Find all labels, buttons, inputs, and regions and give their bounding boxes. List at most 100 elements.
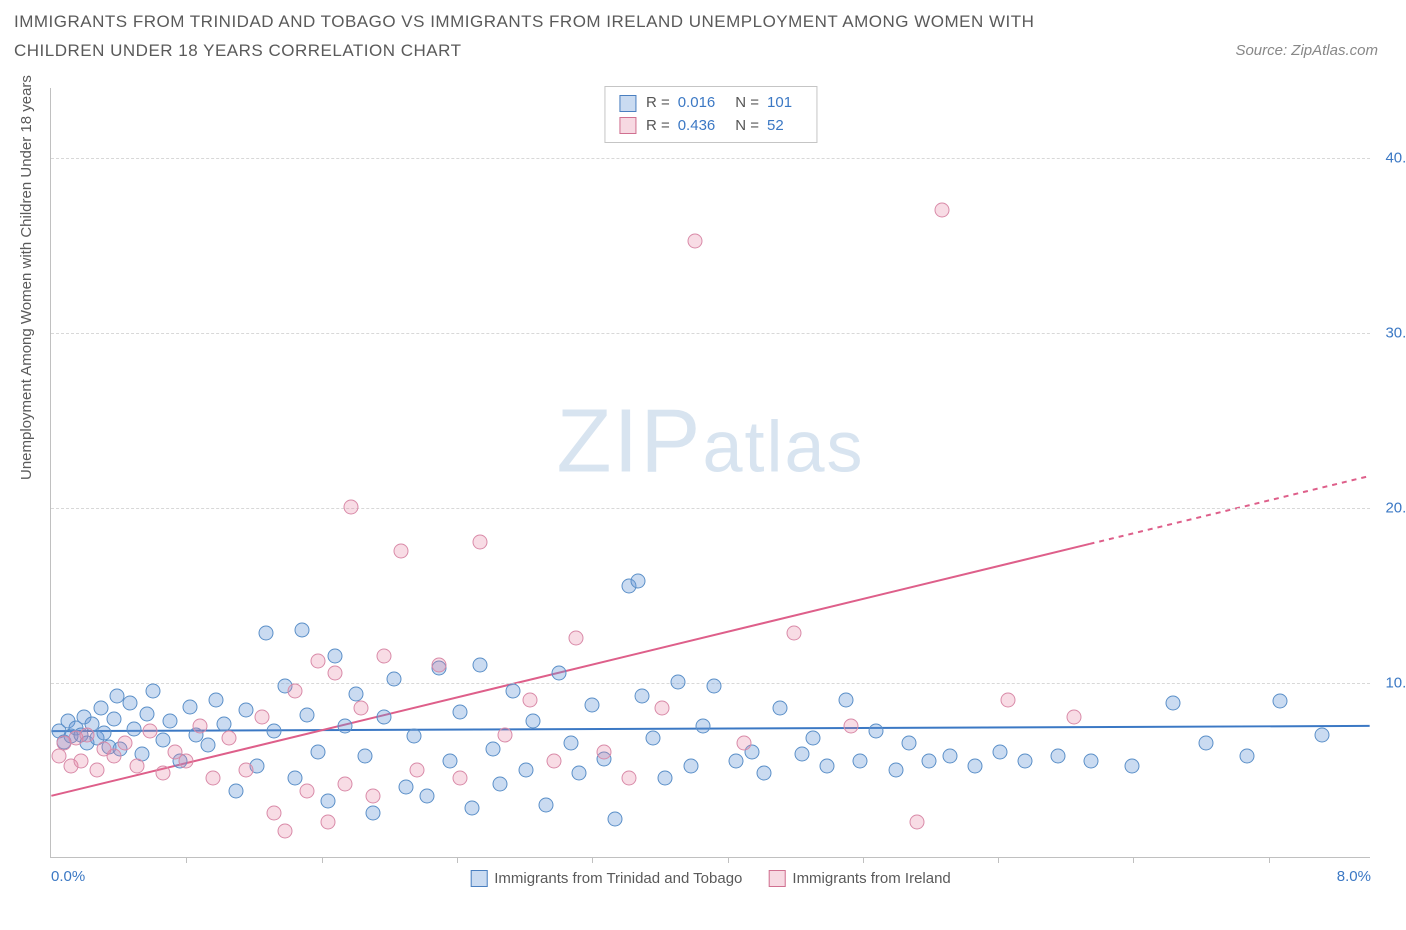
data-point bbox=[453, 704, 468, 719]
data-point bbox=[266, 806, 281, 821]
data-point bbox=[410, 762, 425, 777]
data-point bbox=[431, 657, 446, 672]
data-point bbox=[1001, 692, 1016, 707]
data-point bbox=[258, 626, 273, 641]
legend-row-pink: R = 0.436 N = 52 bbox=[619, 115, 802, 138]
data-point bbox=[217, 717, 232, 732]
data-point bbox=[1166, 696, 1181, 711]
data-point bbox=[1067, 710, 1082, 725]
data-point bbox=[695, 718, 710, 733]
data-point bbox=[288, 771, 303, 786]
data-point bbox=[266, 724, 281, 739]
data-point bbox=[278, 823, 293, 838]
r-label: R = bbox=[646, 115, 670, 138]
data-point bbox=[90, 762, 105, 777]
data-point bbox=[1199, 736, 1214, 751]
data-point bbox=[182, 699, 197, 714]
data-point bbox=[547, 753, 562, 768]
legend-row-blue: R = 0.016 N = 101 bbox=[619, 92, 802, 115]
swatch-pink-icon bbox=[768, 870, 785, 887]
data-point bbox=[492, 776, 507, 791]
y-axis-label: Unemployment Among Women with Children U… bbox=[18, 75, 35, 480]
data-point bbox=[497, 727, 512, 742]
data-point bbox=[654, 701, 669, 716]
data-point bbox=[365, 788, 380, 803]
data-point bbox=[192, 718, 207, 733]
swatch-pink-icon bbox=[619, 117, 636, 134]
data-point bbox=[525, 713, 540, 728]
legend-item-blue: Immigrants from Trinidad and Tobago bbox=[470, 870, 742, 887]
data-point bbox=[311, 745, 326, 760]
data-point bbox=[728, 753, 743, 768]
data-point bbox=[552, 666, 567, 681]
data-point bbox=[294, 622, 309, 637]
x-tick bbox=[186, 857, 187, 863]
data-point bbox=[1124, 759, 1139, 774]
x-tick bbox=[592, 857, 593, 863]
data-point bbox=[238, 703, 253, 718]
data-point bbox=[407, 729, 422, 744]
n-label: N = bbox=[735, 92, 759, 115]
n-label: N = bbox=[735, 115, 759, 138]
data-point bbox=[943, 748, 958, 763]
data-point bbox=[646, 731, 661, 746]
legend-label-blue: Immigrants from Trinidad and Tobago bbox=[494, 870, 742, 887]
swatch-blue-icon bbox=[619, 95, 636, 112]
data-point bbox=[935, 202, 950, 217]
data-point bbox=[819, 759, 834, 774]
data-point bbox=[539, 797, 554, 812]
data-point bbox=[311, 654, 326, 669]
data-point bbox=[464, 801, 479, 816]
data-point bbox=[377, 648, 392, 663]
data-point bbox=[123, 696, 138, 711]
data-point bbox=[596, 745, 611, 760]
data-point bbox=[473, 657, 488, 672]
gridline bbox=[51, 158, 1370, 159]
data-point bbox=[657, 771, 672, 786]
data-point bbox=[420, 788, 435, 803]
data-point bbox=[222, 731, 237, 746]
data-point bbox=[1314, 727, 1329, 742]
data-point bbox=[337, 718, 352, 733]
data-point bbox=[299, 783, 314, 798]
data-point bbox=[146, 683, 161, 698]
data-point bbox=[354, 701, 369, 716]
r-value-blue: 0.016 bbox=[678, 92, 716, 115]
data-point bbox=[968, 759, 983, 774]
source-attribution: Source: ZipAtlas.com bbox=[1235, 42, 1378, 59]
data-point bbox=[118, 736, 133, 751]
scatter-chart: ZIPatlas R = 0.016 N = 101 R = 0.436 N =… bbox=[50, 88, 1370, 858]
data-point bbox=[453, 771, 468, 786]
series-legend: Immigrants from Trinidad and Tobago Immi… bbox=[470, 870, 951, 887]
x-tick-label: 8.0% bbox=[1337, 868, 1371, 885]
data-point bbox=[349, 687, 364, 702]
data-point bbox=[129, 759, 144, 774]
y-tick-label: 30.0% bbox=[1385, 325, 1406, 342]
data-point bbox=[398, 780, 413, 795]
data-point bbox=[486, 741, 501, 756]
data-point bbox=[921, 753, 936, 768]
data-point bbox=[387, 671, 402, 686]
data-point bbox=[80, 727, 95, 742]
data-point bbox=[756, 766, 771, 781]
data-point bbox=[443, 753, 458, 768]
data-point bbox=[621, 771, 636, 786]
data-point bbox=[634, 689, 649, 704]
data-point bbox=[506, 683, 521, 698]
data-point bbox=[321, 815, 336, 830]
data-point bbox=[156, 766, 171, 781]
data-point bbox=[786, 626, 801, 641]
data-point bbox=[992, 745, 1007, 760]
data-point bbox=[299, 708, 314, 723]
data-point bbox=[563, 736, 578, 751]
data-point bbox=[572, 766, 587, 781]
data-point bbox=[393, 543, 408, 558]
y-tick-label: 10.0% bbox=[1385, 675, 1406, 692]
data-point bbox=[162, 713, 177, 728]
x-tick bbox=[322, 857, 323, 863]
trend-lines bbox=[51, 88, 1370, 857]
data-point bbox=[209, 692, 224, 707]
data-point bbox=[707, 678, 722, 693]
data-point bbox=[96, 725, 111, 740]
watermark: ZIPatlas bbox=[556, 390, 864, 493]
